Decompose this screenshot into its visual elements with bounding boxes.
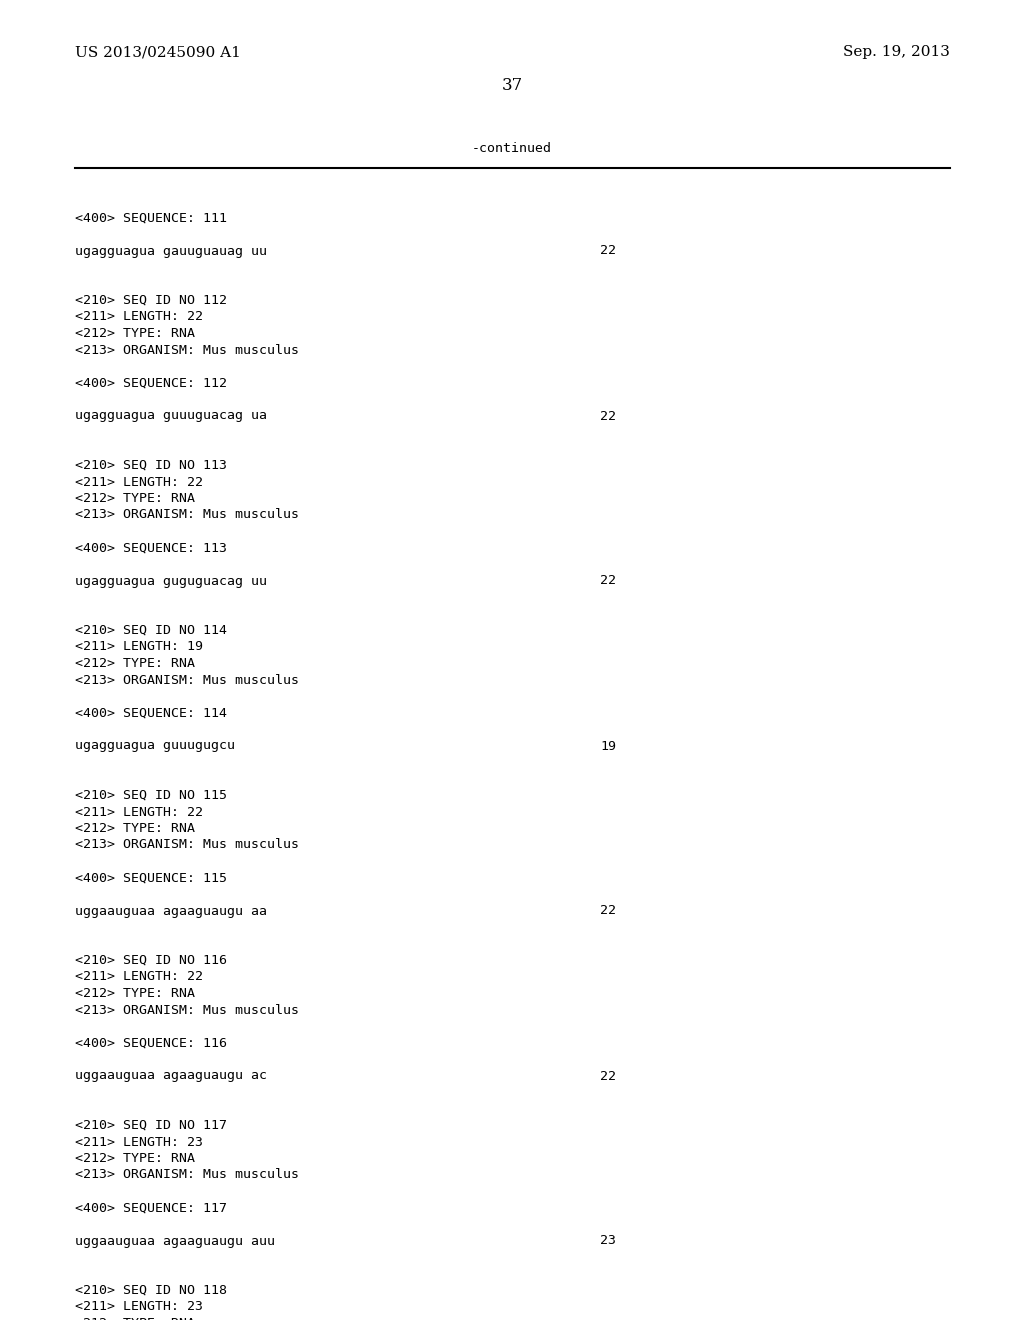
Text: <400> SEQUENCE: 111: <400> SEQUENCE: 111 — [75, 211, 227, 224]
Text: <212> TYPE: RNA: <212> TYPE: RNA — [75, 1317, 195, 1320]
Text: ugagguagua guuugugcu: ugagguagua guuugugcu — [75, 739, 234, 752]
Text: <400> SEQUENCE: 116: <400> SEQUENCE: 116 — [75, 1036, 227, 1049]
Text: -continued: -continued — [472, 143, 552, 154]
Text: uggaauguaa agaaguaugu auu: uggaauguaa agaaguaugu auu — [75, 1234, 275, 1247]
Text: 19: 19 — [600, 739, 616, 752]
Text: <400> SEQUENCE: 112: <400> SEQUENCE: 112 — [75, 376, 227, 389]
Text: US 2013/0245090 A1: US 2013/0245090 A1 — [75, 45, 241, 59]
Text: <212> TYPE: RNA: <212> TYPE: RNA — [75, 987, 195, 1001]
Text: 22: 22 — [600, 409, 616, 422]
Text: 22: 22 — [600, 574, 616, 587]
Text: 22: 22 — [600, 244, 616, 257]
Text: <211> LENGTH: 22: <211> LENGTH: 22 — [75, 310, 203, 323]
Text: <212> TYPE: RNA: <212> TYPE: RNA — [75, 1152, 195, 1166]
Text: Sep. 19, 2013: Sep. 19, 2013 — [843, 45, 950, 59]
Text: ugagguagua guguguacag uu: ugagguagua guguguacag uu — [75, 574, 267, 587]
Text: <210> SEQ ID NO 116: <210> SEQ ID NO 116 — [75, 954, 227, 968]
Text: uggaauguaa agaaguaugu ac: uggaauguaa agaaguaugu ac — [75, 1069, 267, 1082]
Text: ugagguagua gauuguauag uu: ugagguagua gauuguauag uu — [75, 244, 267, 257]
Text: <210> SEQ ID NO 112: <210> SEQ ID NO 112 — [75, 294, 227, 308]
Text: <400> SEQUENCE: 114: <400> SEQUENCE: 114 — [75, 706, 227, 719]
Text: <400> SEQUENCE: 115: <400> SEQUENCE: 115 — [75, 871, 227, 884]
Text: <213> ORGANISM: Mus musculus: <213> ORGANISM: Mus musculus — [75, 1168, 299, 1181]
Text: 37: 37 — [502, 77, 522, 94]
Text: <213> ORGANISM: Mus musculus: <213> ORGANISM: Mus musculus — [75, 838, 299, 851]
Text: <210> SEQ ID NO 113: <210> SEQ ID NO 113 — [75, 459, 227, 473]
Text: <211> LENGTH: 22: <211> LENGTH: 22 — [75, 970, 203, 983]
Text: <211> LENGTH: 23: <211> LENGTH: 23 — [75, 1135, 203, 1148]
Text: <212> TYPE: RNA: <212> TYPE: RNA — [75, 492, 195, 506]
Text: <213> ORGANISM: Mus musculus: <213> ORGANISM: Mus musculus — [75, 673, 299, 686]
Text: 23: 23 — [600, 1234, 616, 1247]
Text: <213> ORGANISM: Mus musculus: <213> ORGANISM: Mus musculus — [75, 343, 299, 356]
Text: <213> ORGANISM: Mus musculus: <213> ORGANISM: Mus musculus — [75, 508, 299, 521]
Text: <210> SEQ ID NO 115: <210> SEQ ID NO 115 — [75, 789, 227, 803]
Text: <210> SEQ ID NO 118: <210> SEQ ID NO 118 — [75, 1284, 227, 1298]
Text: 22: 22 — [600, 904, 616, 917]
Text: <212> TYPE: RNA: <212> TYPE: RNA — [75, 657, 195, 671]
Text: 22: 22 — [600, 1069, 616, 1082]
Text: <211> LENGTH: 22: <211> LENGTH: 22 — [75, 805, 203, 818]
Text: <212> TYPE: RNA: <212> TYPE: RNA — [75, 327, 195, 341]
Text: ugagguagua guuuguacag ua: ugagguagua guuuguacag ua — [75, 409, 267, 422]
Text: <211> LENGTH: 19: <211> LENGTH: 19 — [75, 640, 203, 653]
Text: <211> LENGTH: 22: <211> LENGTH: 22 — [75, 475, 203, 488]
Text: <213> ORGANISM: Mus musculus: <213> ORGANISM: Mus musculus — [75, 1003, 299, 1016]
Text: <212> TYPE: RNA: <212> TYPE: RNA — [75, 822, 195, 836]
Text: <400> SEQUENCE: 113: <400> SEQUENCE: 113 — [75, 541, 227, 554]
Text: <211> LENGTH: 23: <211> LENGTH: 23 — [75, 1300, 203, 1313]
Text: uggaauguaa agaaguaugu aa: uggaauguaa agaaguaugu aa — [75, 904, 267, 917]
Text: <210> SEQ ID NO 114: <210> SEQ ID NO 114 — [75, 624, 227, 638]
Text: <400> SEQUENCE: 117: <400> SEQUENCE: 117 — [75, 1201, 227, 1214]
Text: <210> SEQ ID NO 117: <210> SEQ ID NO 117 — [75, 1119, 227, 1133]
